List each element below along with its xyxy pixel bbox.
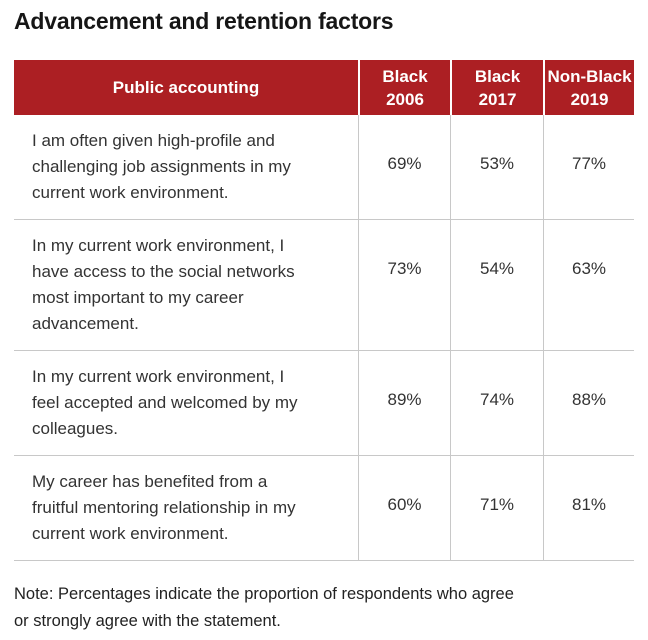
table-row: In my current work environment, I feel a…	[14, 351, 634, 456]
value-cell-non-black-2019: 81%	[543, 456, 634, 560]
table-header-row: Public accounting Black 2006 Black 2017 …	[14, 60, 634, 115]
table-row: I am often given high-profile and challe…	[14, 115, 634, 220]
value-cell-non-black-2019: 88%	[543, 351, 634, 455]
value-cell-non-black-2019: 63%	[543, 220, 634, 350]
statement-cell: In my current work environment, I feel a…	[32, 367, 298, 438]
header-cell-non-black-2019: Non-Black 2019	[543, 60, 634, 115]
page-title: Advancement and retention factors	[14, 8, 394, 34]
table-footnote: Note: Percentages indicate the proportio…	[14, 585, 514, 630]
statement-cell: I am often given high-profile and challe…	[32, 131, 291, 202]
value-cell-non-black-2019: 77%	[543, 115, 634, 219]
value-cell-black-2006: 73%	[358, 220, 450, 350]
value-cell-black-2006: 69%	[358, 115, 450, 219]
value-cell-black-2017: 74%	[450, 351, 543, 455]
value-cell-black-2006: 60%	[358, 456, 450, 560]
value-cell-black-2006: 89%	[358, 351, 450, 455]
header-cell-public-accounting: Public accounting	[14, 60, 358, 115]
value-cell-black-2017: 53%	[450, 115, 543, 219]
value-cell-black-2017: 71%	[450, 456, 543, 560]
value-cell-black-2017: 54%	[450, 220, 543, 350]
table-row: In my current work environment, I have a…	[14, 220, 634, 351]
table-row: My career has benefited from a fruitful …	[14, 456, 634, 561]
survey-table: Public accounting Black 2006 Black 2017 …	[14, 60, 634, 561]
header-cell-black-2017: Black 2017	[450, 60, 543, 115]
statement-cell: My career has benefited from a fruitful …	[32, 472, 296, 543]
header-cell-black-2006: Black 2006	[358, 60, 450, 115]
statement-cell: In my current work environment, I have a…	[32, 236, 295, 333]
